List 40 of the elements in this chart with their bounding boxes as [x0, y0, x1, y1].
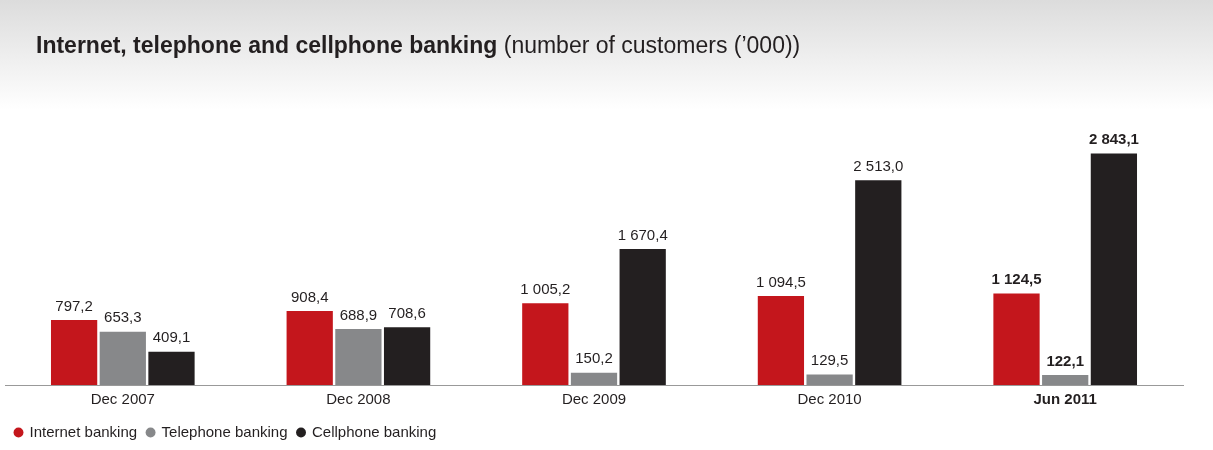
- bar: [286, 311, 333, 385]
- data-label: 150,2: [575, 349, 613, 367]
- data-label: 708,6: [388, 303, 426, 321]
- bar: [383, 327, 431, 385]
- data-label: 1 005,2: [520, 279, 571, 297]
- data-label: 908,4: [290, 287, 329, 305]
- data-label: 653,3: [104, 308, 142, 326]
- data-label: 129,5: [810, 351, 849, 369]
- data-label: 122,1: [1046, 351, 1084, 369]
- data-label: 2 843,1: [1088, 130, 1139, 148]
- x-tick-label: Dec 2007: [90, 390, 155, 408]
- bar: [148, 351, 195, 385]
- data-label: 1 124,5: [991, 270, 1042, 288]
- bar: [570, 372, 618, 385]
- chart-subtitle: (number of customers (’000)): [503, 32, 801, 58]
- legend-label: Cellphone banking: [312, 422, 437, 440]
- x-tick-label: Jun 2011: [1033, 390, 1097, 408]
- bar: [855, 180, 902, 385]
- bar: [99, 331, 146, 385]
- bar: [757, 295, 805, 385]
- data-label: 1 670,4: [617, 225, 668, 243]
- legend-label: Internet banking: [29, 422, 138, 440]
- x-tick-label: Dec 2008: [326, 390, 391, 408]
- bar: [993, 293, 1040, 385]
- data-label: 1 094,5: [755, 272, 806, 290]
- bar: [806, 374, 853, 385]
- chart-title: Internet, telephone and cellphone banking: [36, 32, 498, 58]
- data-label: 2 513,0: [853, 157, 904, 175]
- x-tick-label: Dec 2010: [797, 390, 862, 408]
- data-label: 688,9: [339, 305, 378, 323]
- bar: [1090, 153, 1138, 385]
- bar: [619, 248, 666, 385]
- bar: [522, 303, 569, 385]
- data-label: 797,2: [55, 296, 93, 314]
- bar: [50, 320, 98, 385]
- legend-label: Telephone banking: [161, 422, 288, 440]
- bar: [1042, 375, 1089, 385]
- data-label: 409,1: [152, 328, 191, 346]
- x-tick-label: Dec 2009: [561, 390, 627, 408]
- bar: [335, 328, 382, 385]
